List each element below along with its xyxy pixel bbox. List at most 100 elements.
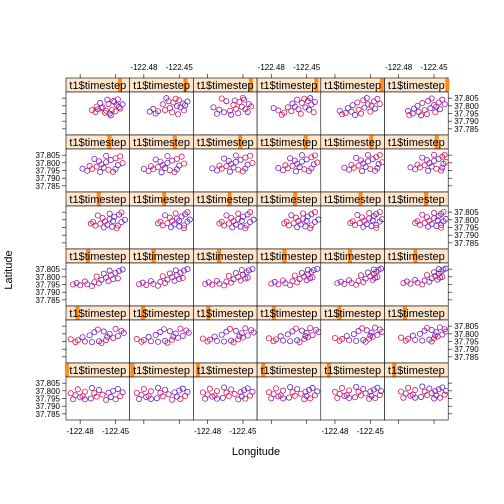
data-point — [362, 338, 369, 345]
data-point — [133, 335, 140, 342]
x-tick-label-bottom: -122.45 — [357, 427, 385, 436]
panel-plot-area — [384, 262, 449, 307]
data-point — [374, 331, 381, 338]
panel-plot-area — [320, 319, 385, 364]
data-point — [277, 392, 284, 399]
data-point — [103, 159, 110, 166]
panel: t1$timestep — [256, 134, 322, 193]
data-point — [172, 210, 179, 217]
data-point — [210, 104, 217, 111]
data-point — [355, 328, 362, 335]
strip-label: t1$timestep — [388, 137, 445, 149]
data-point — [91, 155, 98, 162]
data-point — [166, 270, 173, 277]
panel: t1$timestep — [62, 305, 131, 364]
data-point — [428, 338, 435, 345]
data-point — [180, 225, 187, 232]
strip-level-indicator — [217, 249, 222, 263]
data-point — [398, 334, 405, 341]
data-point — [375, 161, 382, 168]
data-point — [223, 212, 230, 219]
data-point — [97, 100, 104, 107]
data-point — [81, 388, 88, 395]
data-point — [249, 159, 256, 166]
panel: t1$timestep — [129, 305, 194, 364]
data-point — [223, 328, 230, 335]
data-point — [353, 154, 360, 161]
data-point — [442, 328, 449, 335]
data-point — [442, 216, 449, 223]
data-point — [423, 111, 430, 118]
data-point — [419, 154, 426, 161]
data-point — [280, 387, 287, 394]
data-point — [350, 331, 357, 338]
data-point — [297, 110, 304, 117]
data-point — [112, 325, 119, 332]
data-point — [184, 209, 191, 216]
data-point — [374, 165, 381, 172]
data-point — [152, 110, 159, 117]
data-point — [409, 391, 416, 398]
data-point — [442, 158, 449, 165]
panel-plot-area — [384, 376, 449, 421]
data-point — [298, 269, 305, 276]
data-point — [103, 336, 110, 343]
data-point — [284, 331, 291, 338]
x-axis-label: Longitude — [232, 446, 280, 458]
y-tick-label-right: 37.805 — [454, 94, 479, 103]
data-point — [238, 267, 245, 274]
data-point — [221, 384, 228, 391]
panel: t1$timestep — [129, 191, 194, 250]
data-point — [218, 218, 225, 225]
data-point — [304, 266, 311, 273]
y-tick-label-left: 37.790 — [36, 402, 61, 411]
data-point — [331, 334, 338, 341]
data-point — [302, 332, 309, 339]
strip-level-indicator — [195, 363, 200, 377]
data-point — [348, 108, 355, 115]
data-point — [235, 110, 242, 117]
data-point — [112, 108, 119, 115]
data-point — [153, 395, 160, 402]
panel-plot-area — [384, 319, 449, 364]
strip-level-indicator — [107, 135, 112, 149]
data-point — [140, 165, 147, 172]
panel-plot-area — [193, 91, 258, 136]
data-point — [306, 106, 313, 113]
data-point — [314, 159, 321, 166]
data-point — [419, 383, 426, 390]
strip-label: t1$timestep — [133, 194, 190, 206]
y-axis-label: Latitude — [3, 250, 15, 289]
data-point — [405, 108, 412, 115]
panel: t1$timestep — [384, 134, 453, 193]
panel: t1$timestep — [62, 191, 131, 250]
data-point — [367, 108, 374, 115]
panel: t1$timestep — [256, 191, 322, 250]
data-point — [247, 209, 254, 216]
panel-plot-area — [129, 91, 194, 136]
strip-level-indicator — [282, 249, 287, 263]
x-tick-label-top: -122.48 — [385, 63, 413, 72]
data-point — [155, 164, 162, 171]
data-point — [293, 214, 300, 221]
data-point — [416, 330, 423, 337]
data-point — [374, 95, 381, 102]
data-point — [309, 385, 316, 392]
data-point — [249, 388, 256, 395]
data-point — [302, 388, 309, 395]
panel: t1$timestep — [129, 362, 194, 424]
data-point — [288, 108, 295, 115]
data-point — [88, 385, 95, 392]
data-point — [291, 272, 298, 279]
panel: t1$timestep — [193, 74, 258, 136]
data-point — [376, 152, 383, 159]
data-point — [363, 95, 370, 102]
data-point — [223, 389, 230, 396]
data-point — [119, 101, 126, 108]
data-point — [120, 330, 127, 337]
data-point — [216, 162, 223, 169]
data-point — [119, 389, 126, 396]
data-point — [442, 265, 449, 272]
data-point — [121, 216, 128, 223]
strip-label: t1$timestep — [388, 80, 445, 92]
